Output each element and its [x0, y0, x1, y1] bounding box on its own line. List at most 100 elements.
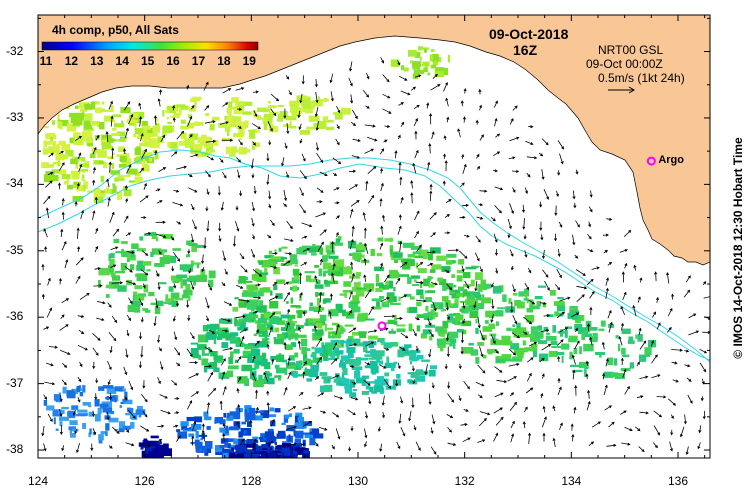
sst-cell: [582, 333, 592, 337]
sst-cell: [245, 120, 249, 126]
current-arrow: [201, 266, 205, 273]
current-arrow: [206, 315, 209, 322]
sst-cell: [268, 115, 273, 123]
current-arrow: [171, 151, 178, 157]
sst-cell: [446, 318, 458, 323]
current-arrow: [400, 90, 411, 96]
sst-cell: [175, 298, 184, 301]
sst-cell: [231, 97, 239, 103]
current-arrow: [557, 170, 561, 176]
current-arrow: [478, 203, 484, 207]
sst-cell: [59, 421, 63, 427]
sst-cell: [322, 262, 332, 270]
current-arrow: [301, 75, 305, 85]
sst-cell: [561, 355, 564, 363]
sst-cell: [342, 367, 348, 375]
sst-cell: [247, 358, 256, 363]
sst-cell: [190, 98, 195, 103]
contour-lines: [38, 149, 710, 363]
current-arrow: [143, 182, 147, 190]
sst-cell: [251, 142, 260, 147]
sst-cell: [104, 188, 112, 194]
sst-cell: [142, 135, 151, 143]
sst-cell: [230, 332, 239, 337]
current-arrow: [266, 234, 272, 239]
sst-cell: [228, 452, 236, 458]
sst-cell: [517, 332, 528, 338]
sst-cell: [324, 282, 330, 287]
sst-cell: [393, 361, 398, 365]
sst-cell: [181, 294, 189, 299]
sst-cell: [409, 296, 415, 300]
current-arrow: [155, 188, 161, 192]
sst-cell: [217, 329, 229, 334]
sst-cell: [120, 401, 127, 404]
sst-cell: [204, 416, 212, 421]
current-arrow: [204, 346, 213, 352]
sst-cell: [84, 103, 93, 110]
sst-cell: [197, 154, 201, 158]
current-arrow: [588, 221, 592, 228]
sst-cell: [301, 347, 308, 355]
current-arrow: [256, 329, 259, 334]
current-arrow: [138, 298, 144, 307]
sst-cell: [205, 333, 217, 340]
sst-cell: [429, 269, 436, 273]
sst-cell: [245, 276, 248, 280]
sst-cell: [430, 247, 441, 254]
sst-cell: [482, 354, 487, 359]
sst-cell: [186, 240, 193, 246]
current-arrow: [587, 234, 592, 240]
sst-cell: [512, 356, 523, 362]
current-arrow: [527, 432, 532, 444]
sst-cell: [284, 344, 293, 350]
current-arrow: [653, 442, 658, 449]
sst-cell: [69, 112, 79, 118]
sst-cell: [229, 148, 236, 157]
sst-cell: [259, 287, 263, 293]
current-arrow: [685, 446, 689, 456]
sst-cell: [168, 286, 174, 292]
current-arrow: [316, 356, 322, 364]
sst-cell: [82, 423, 87, 429]
current-arrow: [364, 242, 369, 254]
current-arrow: [431, 414, 436, 425]
sst-cell: [578, 327, 589, 334]
colorbar-tick-label: 12: [64, 54, 79, 68]
sst-cell: [239, 322, 246, 330]
current-arrow: [634, 426, 641, 432]
current-arrow: [379, 364, 387, 369]
sst-cell: [341, 372, 345, 379]
sst-cell: [135, 273, 145, 277]
sst-cell: [437, 277, 443, 282]
sst-cell: [422, 47, 429, 50]
current-arrow: [92, 179, 96, 186]
sst-cell: [270, 290, 273, 296]
current-arrow: [286, 123, 290, 135]
current-arrow: [380, 262, 384, 269]
lon-tick-label: 134: [561, 474, 582, 488]
sst-cell: [335, 238, 340, 243]
current-arrow: [430, 232, 436, 238]
sst-cell: [259, 272, 269, 275]
current-arrow: [636, 395, 644, 399]
current-arrow: [608, 321, 613, 333]
current-arrow: [350, 397, 359, 401]
current-arrow: [95, 378, 99, 384]
sst-cell: [186, 416, 196, 422]
sst-cell: [548, 350, 558, 357]
sst-cell: [599, 353, 602, 358]
current-arrow: [493, 151, 501, 157]
sst-cell: [79, 163, 89, 167]
sst-cell: [86, 137, 94, 146]
current-arrow: [633, 264, 637, 271]
sst-cell: [523, 298, 529, 301]
current-arrow: [140, 425, 150, 432]
current-arrow: [127, 409, 136, 419]
sst-cell: [115, 251, 124, 254]
sst-cell: [248, 129, 256, 132]
current-arrow: [316, 337, 323, 347]
sst-cell: [133, 307, 141, 313]
sst-cell: [296, 334, 307, 338]
current-arrow: [47, 413, 53, 423]
